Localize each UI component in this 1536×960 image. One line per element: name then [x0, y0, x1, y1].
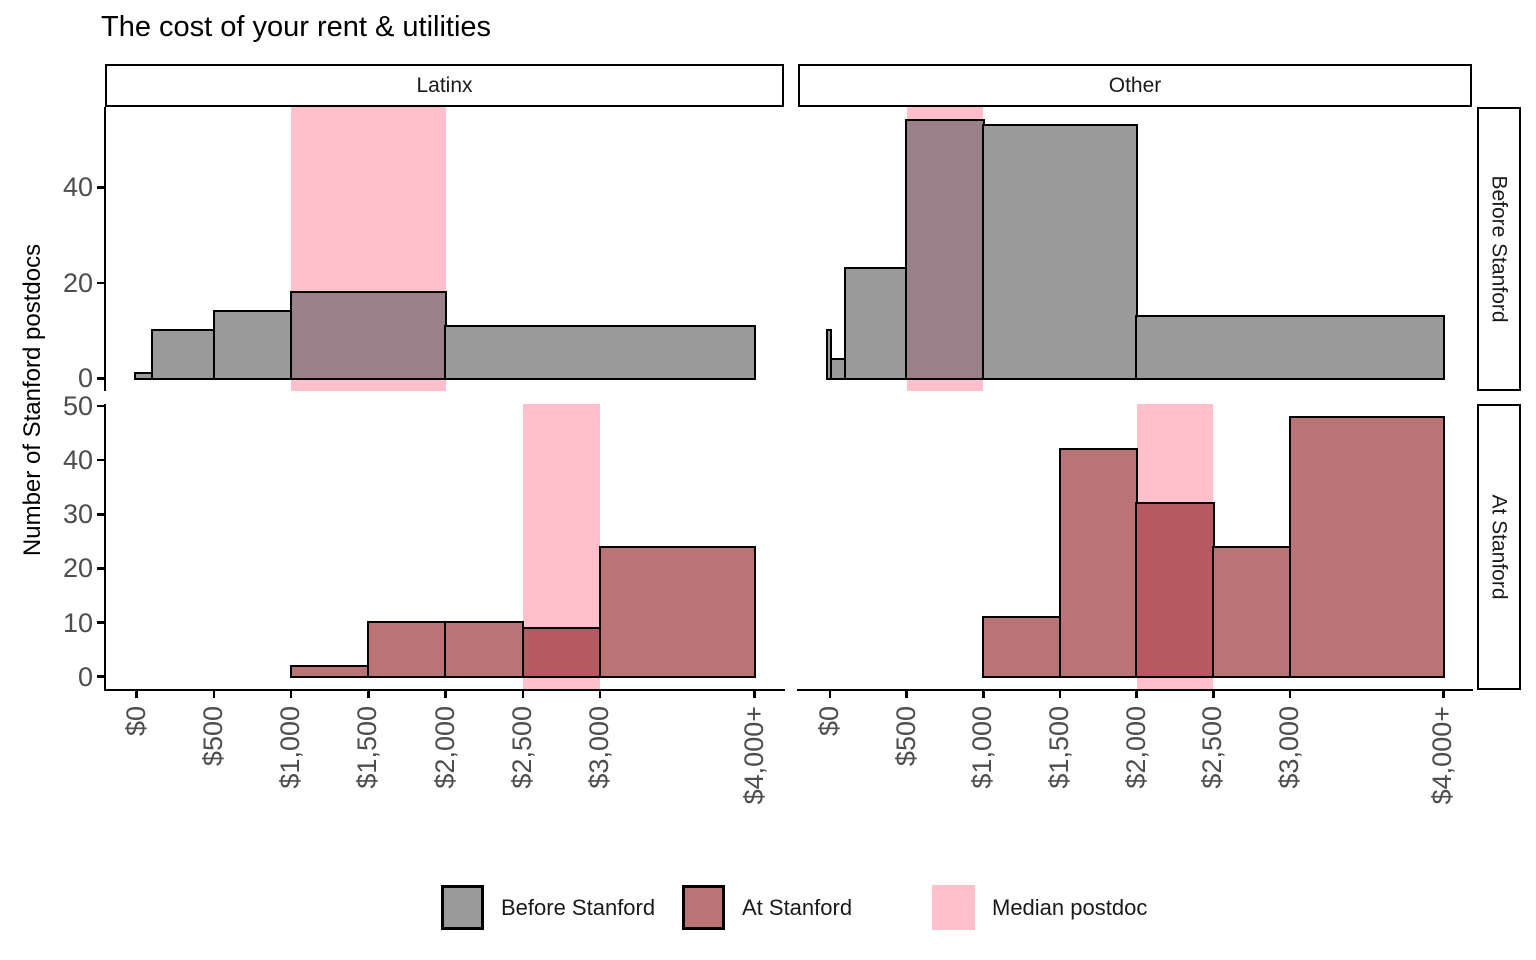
y-tick-label: 30 — [62, 499, 93, 530]
x-tick — [1135, 691, 1138, 698]
legend-swatch-before-stanford — [441, 885, 484, 930]
x-tick-label: $500 — [890, 706, 921, 767]
y-tick — [97, 458, 104, 462]
y-tick-label: 20 — [62, 553, 93, 584]
legend-item-at-stanford: At Stanford — [682, 885, 852, 930]
x-tick — [905, 691, 908, 698]
x-tick-label: $3,000 — [584, 706, 615, 789]
histogram-bar — [598, 545, 756, 678]
y-tick-label: 10 — [62, 607, 93, 638]
x-tick — [212, 691, 216, 698]
y-tick-label: 0 — [77, 661, 93, 692]
histogram-bar — [444, 324, 756, 380]
legend-swatch-median-postdoc — [932, 885, 975, 930]
y-tick — [97, 513, 104, 516]
histogram-bar — [289, 664, 370, 678]
facet-strip-other-label: Other — [1108, 73, 1162, 97]
histogram-bar — [444, 621, 525, 678]
legend-item-median-postdoc: Median postdoc — [932, 885, 1147, 930]
y-tick-label: 40 — [62, 445, 93, 476]
facet-strip-before-stanford-label: Before Stanford — [1488, 175, 1511, 323]
facet-strip-at-stanford: At Stanford — [1477, 404, 1521, 690]
y-tick-label: 0 — [77, 363, 93, 394]
x-tick-label: $4,000+ — [738, 706, 769, 805]
x-tick — [828, 691, 832, 698]
x-tick-label: $1,000 — [967, 706, 998, 789]
histogram-bar — [1135, 314, 1445, 380]
y-tick — [97, 377, 104, 380]
histogram-bar — [1135, 502, 1215, 678]
facet-strip-before-stanford: Before Stanford — [1477, 107, 1521, 391]
histogram-bar — [825, 329, 833, 380]
y-axis-line — [103, 404, 107, 690]
x-axis-line — [796, 688, 1474, 692]
x-tick — [289, 691, 293, 698]
facet-strip-latinx: Latinx — [105, 64, 784, 107]
x-tick-label: $4,000+ — [1427, 706, 1458, 805]
facet-strip-latinx-label: Latinx — [416, 73, 473, 97]
x-tick — [753, 691, 756, 698]
y-tick — [97, 621, 104, 624]
legend-label-at-stanford: At Stanford — [742, 894, 853, 920]
facet-strip-at-stanford-label: At Stanford — [1488, 494, 1511, 600]
x-tick-label: $2,000 — [429, 706, 460, 789]
histogram-bar — [367, 621, 447, 678]
x-axis-line — [103, 688, 786, 692]
y-axis-line — [103, 107, 107, 391]
x-tick — [1058, 691, 1062, 698]
x-tick-label: $2,500 — [506, 706, 537, 789]
legend-swatch-at-stanford — [682, 885, 725, 930]
y-tick — [97, 186, 104, 189]
x-tick-label: $0 — [814, 706, 844, 737]
y-tick-label: 20 — [62, 267, 93, 298]
x-tick-label: $1,500 — [352, 706, 383, 789]
x-tick-label: $1,000 — [275, 706, 306, 789]
y-tick — [97, 281, 104, 285]
histogram-bar — [1288, 415, 1445, 678]
x-tick-label: $2,000 — [1120, 706, 1151, 789]
histogram-bar — [982, 615, 1062, 678]
chart-title: The cost of your rent & utilities — [101, 11, 492, 43]
y-tick — [97, 567, 104, 570]
legend-label-before-stanford: Before Stanford — [501, 894, 656, 920]
y-tick-label: 50 — [62, 391, 93, 421]
histogram-bar — [150, 329, 216, 380]
x-tick — [521, 691, 525, 698]
histogram-bar — [1212, 545, 1292, 678]
x-tick — [367, 691, 370, 698]
histogram-bar — [905, 119, 985, 380]
x-tick — [444, 691, 447, 698]
histogram-bar — [844, 267, 908, 380]
y-tick-label: 40 — [62, 172, 93, 203]
legend-label-median-postdoc: Median postdoc — [992, 894, 1148, 920]
x-tick-label: $2,500 — [1197, 706, 1228, 789]
histogram-bar — [982, 123, 1138, 380]
x-tick — [1442, 691, 1445, 698]
facet-strip-other: Other — [798, 64, 1472, 107]
histogram-bar — [1058, 448, 1138, 678]
x-tick — [1288, 691, 1292, 698]
histogram-bar — [521, 626, 602, 678]
x-tick-label: $500 — [197, 706, 228, 767]
x-tick-label: $0 — [120, 706, 151, 737]
x-tick — [598, 691, 602, 698]
y-tick — [97, 675, 104, 678]
x-tick — [135, 691, 138, 698]
histogram-bar — [289, 291, 447, 380]
x-tick-label: $1,500 — [1043, 706, 1074, 789]
x-tick — [982, 691, 985, 698]
histogram-bar — [212, 310, 293, 380]
x-tick — [1212, 691, 1215, 698]
legend-item-before-stanford: Before Stanford — [441, 885, 655, 930]
y-tick — [97, 404, 104, 408]
x-tick-label: $3,000 — [1273, 706, 1304, 789]
